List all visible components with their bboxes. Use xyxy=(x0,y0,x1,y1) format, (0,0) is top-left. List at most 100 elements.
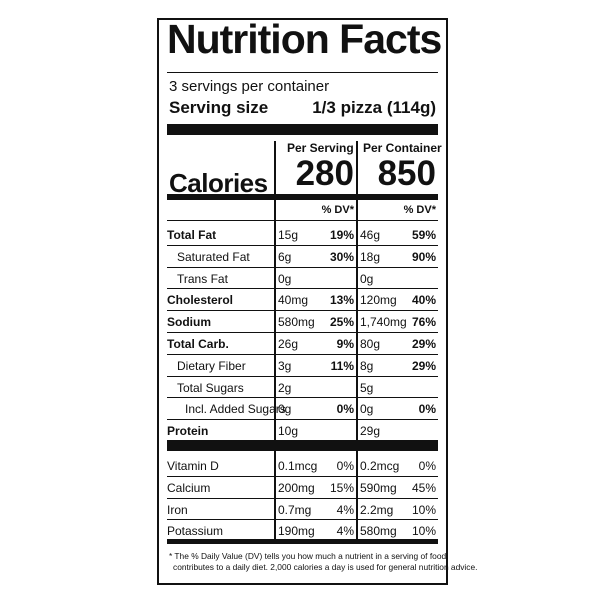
nutrient-name: Total Sugars xyxy=(177,380,244,395)
divider xyxy=(167,220,438,221)
label-title: Nutrition Facts xyxy=(167,16,442,62)
container-dv: 0% xyxy=(418,402,436,417)
serving-dv: 11% xyxy=(330,358,354,373)
serving-dv: 13% xyxy=(329,293,354,308)
row-divider xyxy=(167,397,438,399)
column-divider xyxy=(356,141,358,440)
serving-dv: 4% xyxy=(336,524,354,539)
vitamin-name: Vitamin D xyxy=(167,459,219,473)
divider xyxy=(167,72,438,73)
container-dv: 40% xyxy=(411,293,436,308)
serving-dv: 19% xyxy=(329,228,354,242)
serving-dv: 9% xyxy=(336,337,354,351)
serving-size-value: 1/3 pizza (114g) xyxy=(312,98,436,117)
serving-amount: 6g xyxy=(278,249,292,264)
nutrient-name: Dietary Fiber xyxy=(177,358,246,373)
serving-amount: 0.1mcg xyxy=(278,459,318,473)
serving-dv: 0% xyxy=(336,402,354,417)
nutrient-name: Saturated Fat xyxy=(177,249,250,264)
nutrient-name: Cholesterol xyxy=(167,293,234,308)
row-divider xyxy=(167,519,438,521)
serving-amount: 15g xyxy=(278,228,299,242)
row-divider xyxy=(167,353,438,355)
container-dv: 29% xyxy=(411,358,436,373)
vitamin-name: Calcium xyxy=(167,480,211,495)
serving-amount: 40mg xyxy=(278,293,309,308)
serving-dv: 25% xyxy=(329,315,354,330)
serving-amount: 580mg xyxy=(278,315,315,330)
container-amount: 29g xyxy=(360,424,381,439)
row-divider xyxy=(167,419,438,421)
container-dv: 45% xyxy=(411,480,436,495)
serving-amount: 0.7mg xyxy=(278,502,312,517)
nutrient-name: Protein xyxy=(167,424,209,439)
serving-amount: 200mg xyxy=(278,480,315,495)
thick-divider xyxy=(167,539,438,544)
per-serving-header: Per Serving xyxy=(287,141,354,155)
container-dv: 59% xyxy=(411,228,436,242)
calories-per-serving: 280 xyxy=(295,154,354,193)
container-dv: 76% xyxy=(411,315,436,330)
row-divider xyxy=(167,288,438,290)
serving-amount: 0g xyxy=(278,402,292,417)
serving-dv: 15% xyxy=(329,480,354,495)
serving-amount: 10g xyxy=(278,424,299,439)
row-divider xyxy=(167,375,438,377)
row-divider xyxy=(167,244,438,246)
thick-divider xyxy=(167,194,438,200)
container-amount: 8g xyxy=(360,358,374,373)
container-dv: 0% xyxy=(418,459,436,473)
servings-per-container: 3 servings per container xyxy=(169,78,330,95)
serving-dv: 4% xyxy=(336,502,354,517)
footnote-line-1: * The % Daily Value (DV) tells you how m… xyxy=(169,551,447,561)
dv-header-serving: % DV* xyxy=(321,204,354,216)
thick-divider xyxy=(167,124,438,135)
calories-per-container: 850 xyxy=(377,154,436,193)
row-divider xyxy=(167,475,438,477)
serving-amount: 2g xyxy=(278,380,292,395)
container-amount: 80g xyxy=(360,337,381,351)
serving-dv: 0% xyxy=(336,459,354,473)
serving-amount: 26g xyxy=(278,337,299,351)
dv-header-container: % DV* xyxy=(403,204,436,216)
nutrition-facts-label: Nutrition Facts 3 servings per container… xyxy=(157,16,477,585)
nutrient-name: Trans Fat xyxy=(177,271,228,286)
vitamin-name: Iron xyxy=(167,502,188,517)
container-amount: 580mg xyxy=(360,524,397,539)
serving-amount: 3g xyxy=(278,358,292,373)
column-divider xyxy=(356,451,358,539)
container-amount: 0g xyxy=(360,402,374,417)
calories-label: Calories xyxy=(169,168,268,198)
container-dv: 10% xyxy=(411,524,436,539)
nutrient-name: Total Carb. xyxy=(167,337,229,351)
row-divider xyxy=(167,266,438,268)
serving-amount: 190mg xyxy=(278,524,315,539)
nutrient-name: Total Fat xyxy=(167,228,217,242)
footnote-line-2: contributes to a daily diet. 2,000 calor… xyxy=(173,562,478,572)
row-divider xyxy=(167,310,438,312)
row-divider xyxy=(167,332,438,333)
column-divider xyxy=(274,141,276,440)
container-dv: 10% xyxy=(411,502,436,517)
container-amount: 5g xyxy=(360,380,374,395)
row-divider xyxy=(167,497,438,499)
container-dv: 29% xyxy=(411,337,436,351)
nutrient-name: Sodium xyxy=(167,315,211,330)
serving-amount: 0g xyxy=(278,271,292,286)
container-amount: 46g xyxy=(360,228,381,242)
container-amount: 590mg xyxy=(360,480,397,495)
container-amount: 0.2mcg xyxy=(360,459,400,473)
nutrient-name: Incl. Added Sugars xyxy=(185,402,286,417)
container-amount: 0g xyxy=(360,271,374,286)
serving-dv: 30% xyxy=(329,249,354,264)
container-amount: 18g xyxy=(360,249,381,264)
thick-divider xyxy=(167,440,438,451)
column-divider xyxy=(274,451,276,539)
container-amount: 120mg xyxy=(360,293,397,308)
container-amount: 1,740mg xyxy=(360,315,407,330)
vitamin-name: Potassium xyxy=(167,524,224,539)
serving-size-label: Serving size xyxy=(169,98,269,117)
per-container-header: Per Container xyxy=(363,141,442,155)
container-amount: 2.2mg xyxy=(360,502,394,517)
container-dv: 90% xyxy=(411,249,436,264)
